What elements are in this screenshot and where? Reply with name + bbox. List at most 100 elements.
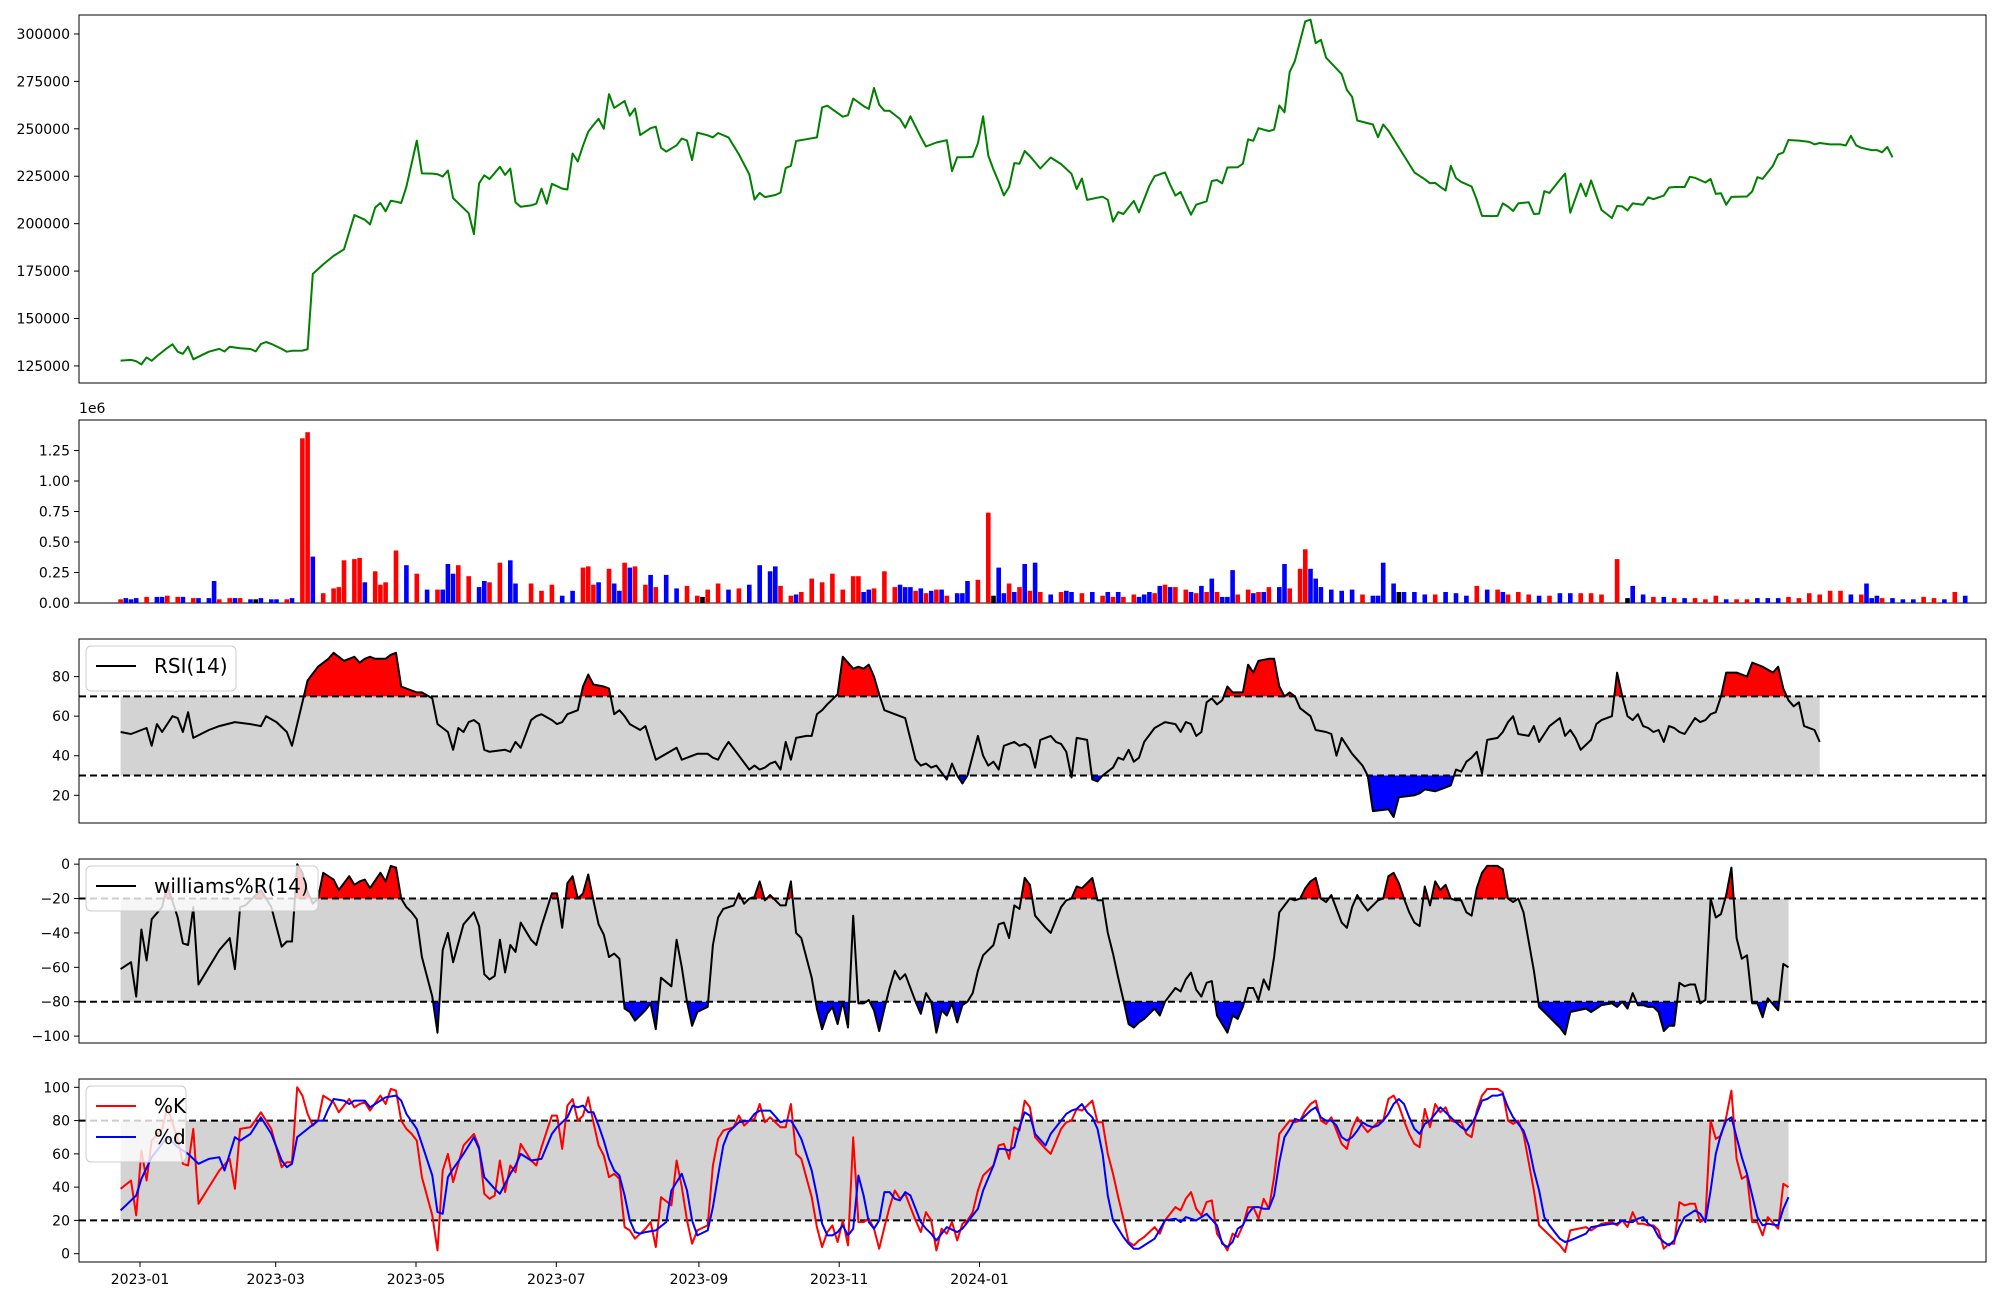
- volume-bar-up: [715, 583, 721, 603]
- volume-bar-down: [1349, 589, 1355, 603]
- rsi-panel: 20 40 60 80 RSI(14): [52, 638, 1987, 824]
- volume-bar-down: [1308, 568, 1313, 603]
- volume-bar-down: [1261, 592, 1266, 603]
- volume-bar-up: [1921, 596, 1926, 603]
- volume-bar-up: [1588, 593, 1594, 603]
- volume-bar-up: [840, 589, 846, 603]
- volume-bar-up: [497, 562, 503, 603]
- volume-bar-up: [799, 592, 804, 603]
- volume-bar-up: [1505, 594, 1511, 603]
- volume-bar-up: [778, 585, 783, 603]
- volume-bar-down: [908, 587, 913, 603]
- volume-bar-up: [632, 566, 638, 603]
- volume-bar-down: [248, 599, 253, 603]
- volume-bar-down: [1500, 592, 1506, 603]
- oversold-fill: [1214, 1001, 1245, 1033]
- volume-bar-up: [357, 557, 362, 603]
- volume-bar-up: [986, 512, 991, 603]
- volume-bar-up: [684, 585, 690, 603]
- volume-bar-up: [539, 590, 544, 603]
- volume-bar-up: [1713, 595, 1719, 603]
- volume-bar-down: [954, 593, 960, 603]
- volume-bar-flat: [253, 599, 258, 603]
- volume-bar-down: [159, 596, 165, 603]
- y-tick-label: 80: [52, 1114, 70, 1130]
- volume-bar-flat: [1396, 592, 1402, 603]
- volume-bar-down: [596, 582, 601, 603]
- volume-panel: 0.00 0.25 0.50 0.75 1.00 1.25 1e6: [39, 401, 1987, 612]
- volume-bar-down: [747, 584, 752, 603]
- volume-bar-up: [352, 559, 357, 603]
- volume-bar-up: [227, 598, 232, 603]
- volume-bar-down: [310, 556, 316, 603]
- volume-bar-up: [1547, 595, 1552, 603]
- y-tick-label: 0.00: [39, 596, 70, 612]
- volume-bar-up: [882, 571, 887, 603]
- volume-bar-up: [585, 566, 591, 603]
- volume-bar-up: [191, 598, 196, 603]
- oversold-fill: [687, 1001, 709, 1026]
- volume-bar-down: [1630, 585, 1635, 603]
- volume-bar-up: [144, 596, 149, 603]
- volume-bar-down: [897, 584, 903, 603]
- volume-bar-down: [627, 567, 633, 603]
- volume-bar-down: [1443, 592, 1448, 603]
- volume-bar-down: [1765, 598, 1771, 603]
- volume-bar-up: [622, 562, 627, 603]
- volume-bar-down: [1090, 592, 1095, 603]
- axes-frame: [78, 14, 1987, 384]
- y-tick-label: 200000: [17, 217, 70, 233]
- volume-bar-down: [866, 589, 872, 603]
- volume-bar-up: [1256, 592, 1261, 603]
- volume-bar-up: [393, 550, 399, 603]
- price-panel: 125000 150000 175000 200000 225000 250000 2750…: [17, 14, 1987, 384]
- volume-bar-up: [1193, 593, 1199, 603]
- volume-bar-up: [1152, 593, 1157, 603]
- volume-bar-up: [1703, 599, 1708, 603]
- volume-bar-flat: [700, 596, 705, 603]
- volume-bar-down: [1682, 598, 1687, 603]
- volume-bar-down: [996, 567, 1001, 603]
- volume-bar-down: [1484, 589, 1490, 603]
- volume-bar-down: [757, 565, 762, 603]
- neutral-band: [120, 898, 1789, 1002]
- volume-bar-down: [1251, 593, 1256, 603]
- volume-bar-up: [1079, 593, 1085, 603]
- volume-bar-up: [1599, 594, 1604, 603]
- volume-bar-down: [1277, 587, 1282, 603]
- volume-bar-down: [1380, 562, 1386, 603]
- volume-bar-down: [1775, 598, 1781, 603]
- axes-frame: [78, 1078, 1987, 1263]
- volume-bar-down: [1136, 596, 1142, 603]
- volume-bar-up: [1131, 594, 1137, 603]
- volume-bar-down: [1199, 585, 1204, 603]
- volume-bar-up: [435, 589, 440, 603]
- legend-label: %d: [154, 1125, 186, 1149]
- volume-bar-down: [1962, 595, 1968, 603]
- volume-bar-up: [643, 584, 648, 603]
- stochastic-panel: 0 20 40 60 80 100 %K %d: [43, 1078, 1987, 1263]
- volume-bar-down: [1115, 592, 1121, 603]
- oversold-fill: [623, 1001, 659, 1030]
- volume-bar-up: [975, 579, 981, 603]
- volume-bar-up: [856, 576, 861, 603]
- volume-bar-up: [923, 593, 929, 603]
- volume-bar-up: [336, 587, 342, 603]
- volume-bar-up: [341, 560, 347, 603]
- oversold-fill: [931, 1001, 968, 1033]
- volume-bar-up: [705, 589, 710, 603]
- volume-bar-up: [1297, 568, 1303, 603]
- volume-bar-up: [528, 583, 534, 603]
- volume-bar-up: [1006, 583, 1012, 603]
- volume-bar-up: [165, 595, 170, 603]
- volume-bar-up: [414, 573, 420, 603]
- x-tick-label: 2023-01: [111, 1272, 170, 1288]
- volume-bar-up: [1796, 598, 1802, 603]
- volume-bar-down: [1012, 592, 1017, 603]
- y-tick-label: 275000: [17, 74, 70, 90]
- volume-bar-down: [1391, 583, 1396, 603]
- volume-bar-down: [1453, 593, 1459, 603]
- overbought-fill: [1071, 877, 1098, 899]
- volume-bar-up: [934, 589, 939, 603]
- volume-bar-up: [300, 438, 305, 603]
